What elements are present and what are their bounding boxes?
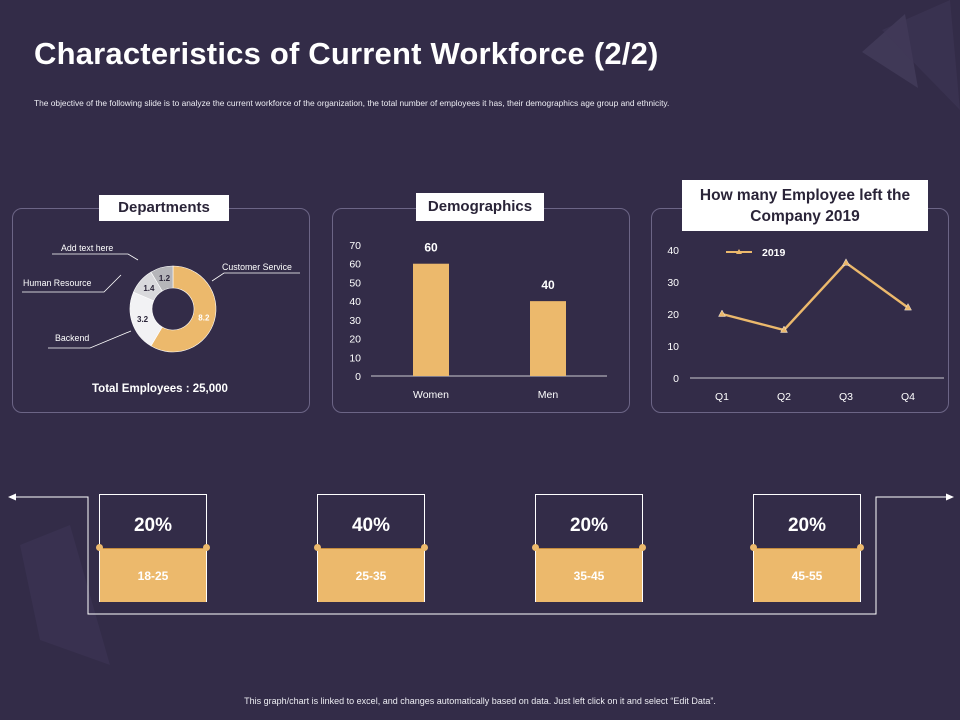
series-point — [842, 258, 850, 266]
demographics-heading: Demographics — [416, 193, 544, 221]
y-tick-label: 0 — [355, 371, 361, 383]
y-tick-label: 20 — [349, 334, 361, 346]
age-group-box: 20% 18-25 — [96, 494, 210, 602]
age-group-box: 20% 45-55 — [750, 494, 864, 602]
y-tick-label: 50 — [349, 277, 361, 289]
donut-category-label: Customer Service — [222, 262, 292, 272]
donut-category-label: Add text here — [61, 243, 113, 253]
y-tick-label: 40 — [667, 245, 679, 257]
donut-leader-line — [52, 253, 139, 261]
age-group-percent: 20% — [569, 515, 609, 536]
age-group-dot-left — [96, 544, 103, 551]
x-tick-label: Q4 — [901, 391, 915, 403]
x-tick-label: Q2 — [777, 391, 791, 403]
age-group-dot-left — [750, 544, 757, 551]
donut-slice — [150, 265, 174, 292]
y-tick-label: 40 — [349, 296, 361, 308]
bar-value-label: 40 — [541, 278, 555, 292]
age-group-range: 25-35 — [318, 548, 424, 602]
age-group-percent: 20% — [133, 515, 173, 536]
legend-label: 2019 — [762, 247, 786, 259]
y-tick-label: 70 — [349, 240, 361, 252]
y-tick-label: 10 — [349, 352, 361, 364]
y-tick-label: 30 — [667, 277, 679, 289]
departments-heading: Departments — [99, 195, 229, 221]
series-point — [718, 309, 726, 317]
page-subtitle: The objective of the following slide is … — [34, 98, 670, 108]
series-point — [780, 325, 788, 333]
donut-category-label: Backend — [55, 333, 89, 343]
age-group-dot-right — [203, 544, 210, 551]
donut-leader-line — [48, 330, 132, 349]
donut-value-label: 8.2 — [198, 314, 210, 323]
attrition-heading: How many Employee left the Company 2019 — [682, 180, 928, 231]
age-group-range: 35-45 — [536, 548, 642, 602]
age-group-box: 40% 25-35 — [314, 494, 428, 602]
age-group-range: 18-25 — [100, 548, 206, 602]
x-tick-label: Q1 — [715, 391, 729, 403]
age-group-dot-right — [639, 544, 646, 551]
donut-leader-line — [211, 272, 300, 282]
bar-value-label: 60 — [424, 241, 438, 255]
donut-value-label: 1.4 — [143, 284, 155, 293]
total-employees: Total Employees : 25,000 — [92, 383, 228, 395]
age-group-percent: 20% — [787, 515, 827, 536]
bar — [413, 263, 449, 376]
donut-category-label: Human Resource — [23, 278, 92, 288]
age-group-range: 45-55 — [754, 548, 860, 602]
age-group-percent: 40% — [351, 515, 391, 536]
attrition-heading-line2: Company 2019 — [750, 208, 860, 225]
y-tick-label: 30 — [349, 315, 361, 327]
series-line — [721, 261, 909, 332]
page-title: Characteristics of Current Workforce (2/… — [34, 36, 659, 71]
age-group-dot-right — [857, 544, 864, 551]
donut-leader-line — [22, 274, 122, 293]
y-tick-label: 0 — [673, 373, 679, 385]
y-tick-label: 60 — [349, 259, 361, 271]
bar — [530, 301, 566, 376]
age-group-box: 20% 35-45 — [532, 494, 646, 602]
legend-marker — [736, 249, 742, 254]
x-tick-label: Men — [538, 389, 559, 401]
x-tick-label: Women — [413, 389, 449, 401]
donut-value-label: 3.2 — [137, 315, 149, 324]
attrition-heading-line1: How many Employee left the — [699, 187, 911, 204]
donut-value-label: 1.2 — [159, 274, 171, 283]
age-group-dot-left — [314, 544, 321, 551]
age-group-dot-left — [532, 544, 539, 551]
y-tick-label: 10 — [667, 341, 679, 353]
donut-slice — [150, 265, 217, 353]
series-point — [904, 303, 912, 311]
age-group-dot-right — [421, 544, 428, 551]
y-tick-label: 20 — [667, 309, 679, 321]
footer-note: This graph/chart is linked to excel, and… — [244, 696, 716, 706]
x-tick-label: Q3 — [839, 391, 853, 403]
